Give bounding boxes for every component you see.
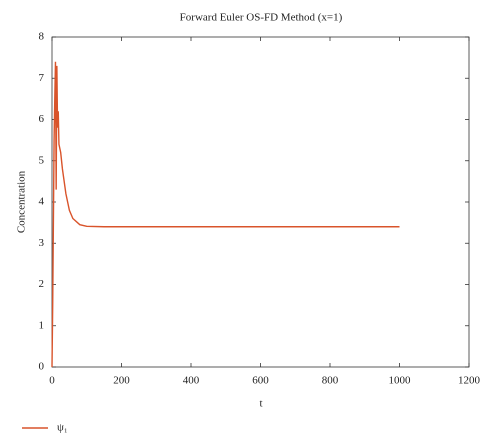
y-tick-label: 1 bbox=[39, 319, 45, 331]
data-line bbox=[51, 61, 400, 368]
y-tick-label: 7 bbox=[39, 72, 45, 84]
x-axis-label: t bbox=[259, 398, 262, 410]
x-tick-label: 600 bbox=[252, 375, 269, 387]
y-tick-label: 5 bbox=[39, 154, 45, 166]
x-tick-label: 1200 bbox=[458, 375, 481, 387]
x-tick-label: 400 bbox=[183, 375, 200, 387]
y-tick-label: 4 bbox=[39, 196, 45, 208]
y-tick-label: 2 bbox=[39, 278, 45, 290]
legend-label: ψ₁ bbox=[57, 422, 68, 434]
x-tick-label: 800 bbox=[322, 375, 339, 387]
y-tick-label: 0 bbox=[39, 361, 45, 373]
y-tick-label: 6 bbox=[39, 113, 45, 125]
plot-frame bbox=[51, 36, 470, 368]
y-tick-label: 8 bbox=[39, 31, 45, 43]
y-axis-label: Concentration bbox=[16, 170, 28, 233]
x-tick-label: 0 bbox=[49, 375, 55, 387]
chart-title: Forward Euler OS-FD Method (x=1) bbox=[180, 12, 343, 24]
x-tick-label: 200 bbox=[113, 375, 130, 387]
y-tick-label: 3 bbox=[39, 237, 45, 249]
x-tick-label: 1000 bbox=[389, 375, 412, 387]
